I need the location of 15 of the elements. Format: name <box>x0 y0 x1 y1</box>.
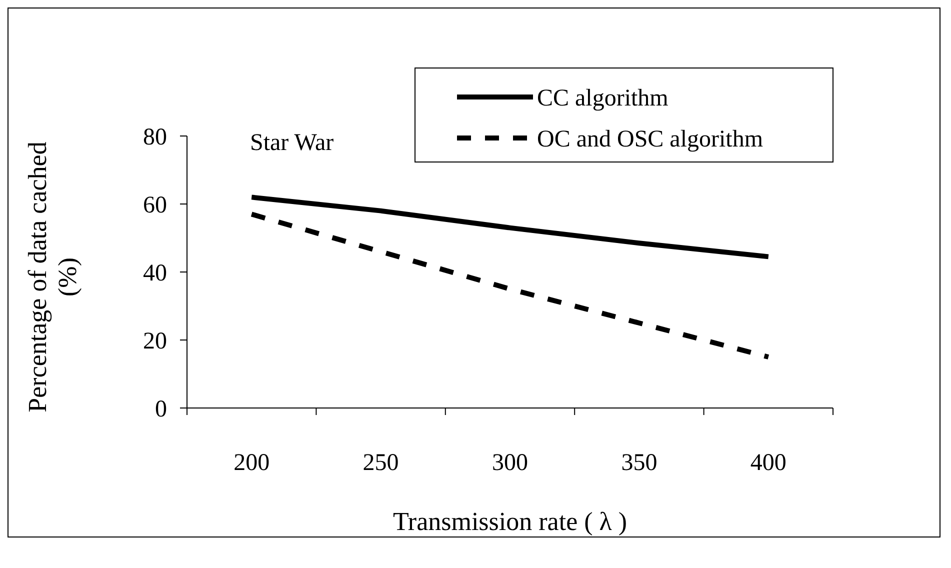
legend-label: CC algorithm <box>537 85 669 112</box>
y-tick-label: 0 <box>155 396 167 422</box>
y-axis-title: Percentage of data cached (%) <box>23 142 82 412</box>
x-tick-label: 350 <box>621 450 658 476</box>
x-tick-label: 250 <box>362 450 399 476</box>
y-tick-label: 80 <box>143 124 167 150</box>
y-tick-label: 20 <box>143 328 167 354</box>
x-tick-label: 200 <box>234 450 270 476</box>
x-axis-title: Transmission rate ( λ ) <box>392 507 628 536</box>
x-tick-label: 300 <box>492 450 528 476</box>
y-tick-label: 40 <box>143 260 167 286</box>
x-tick-label: 400 <box>750 450 786 476</box>
legend-label: OC and OSC algorithm <box>537 126 764 152</box>
y-tick-label: 60 <box>143 192 167 218</box>
annotation: Star War <box>250 130 334 156</box>
